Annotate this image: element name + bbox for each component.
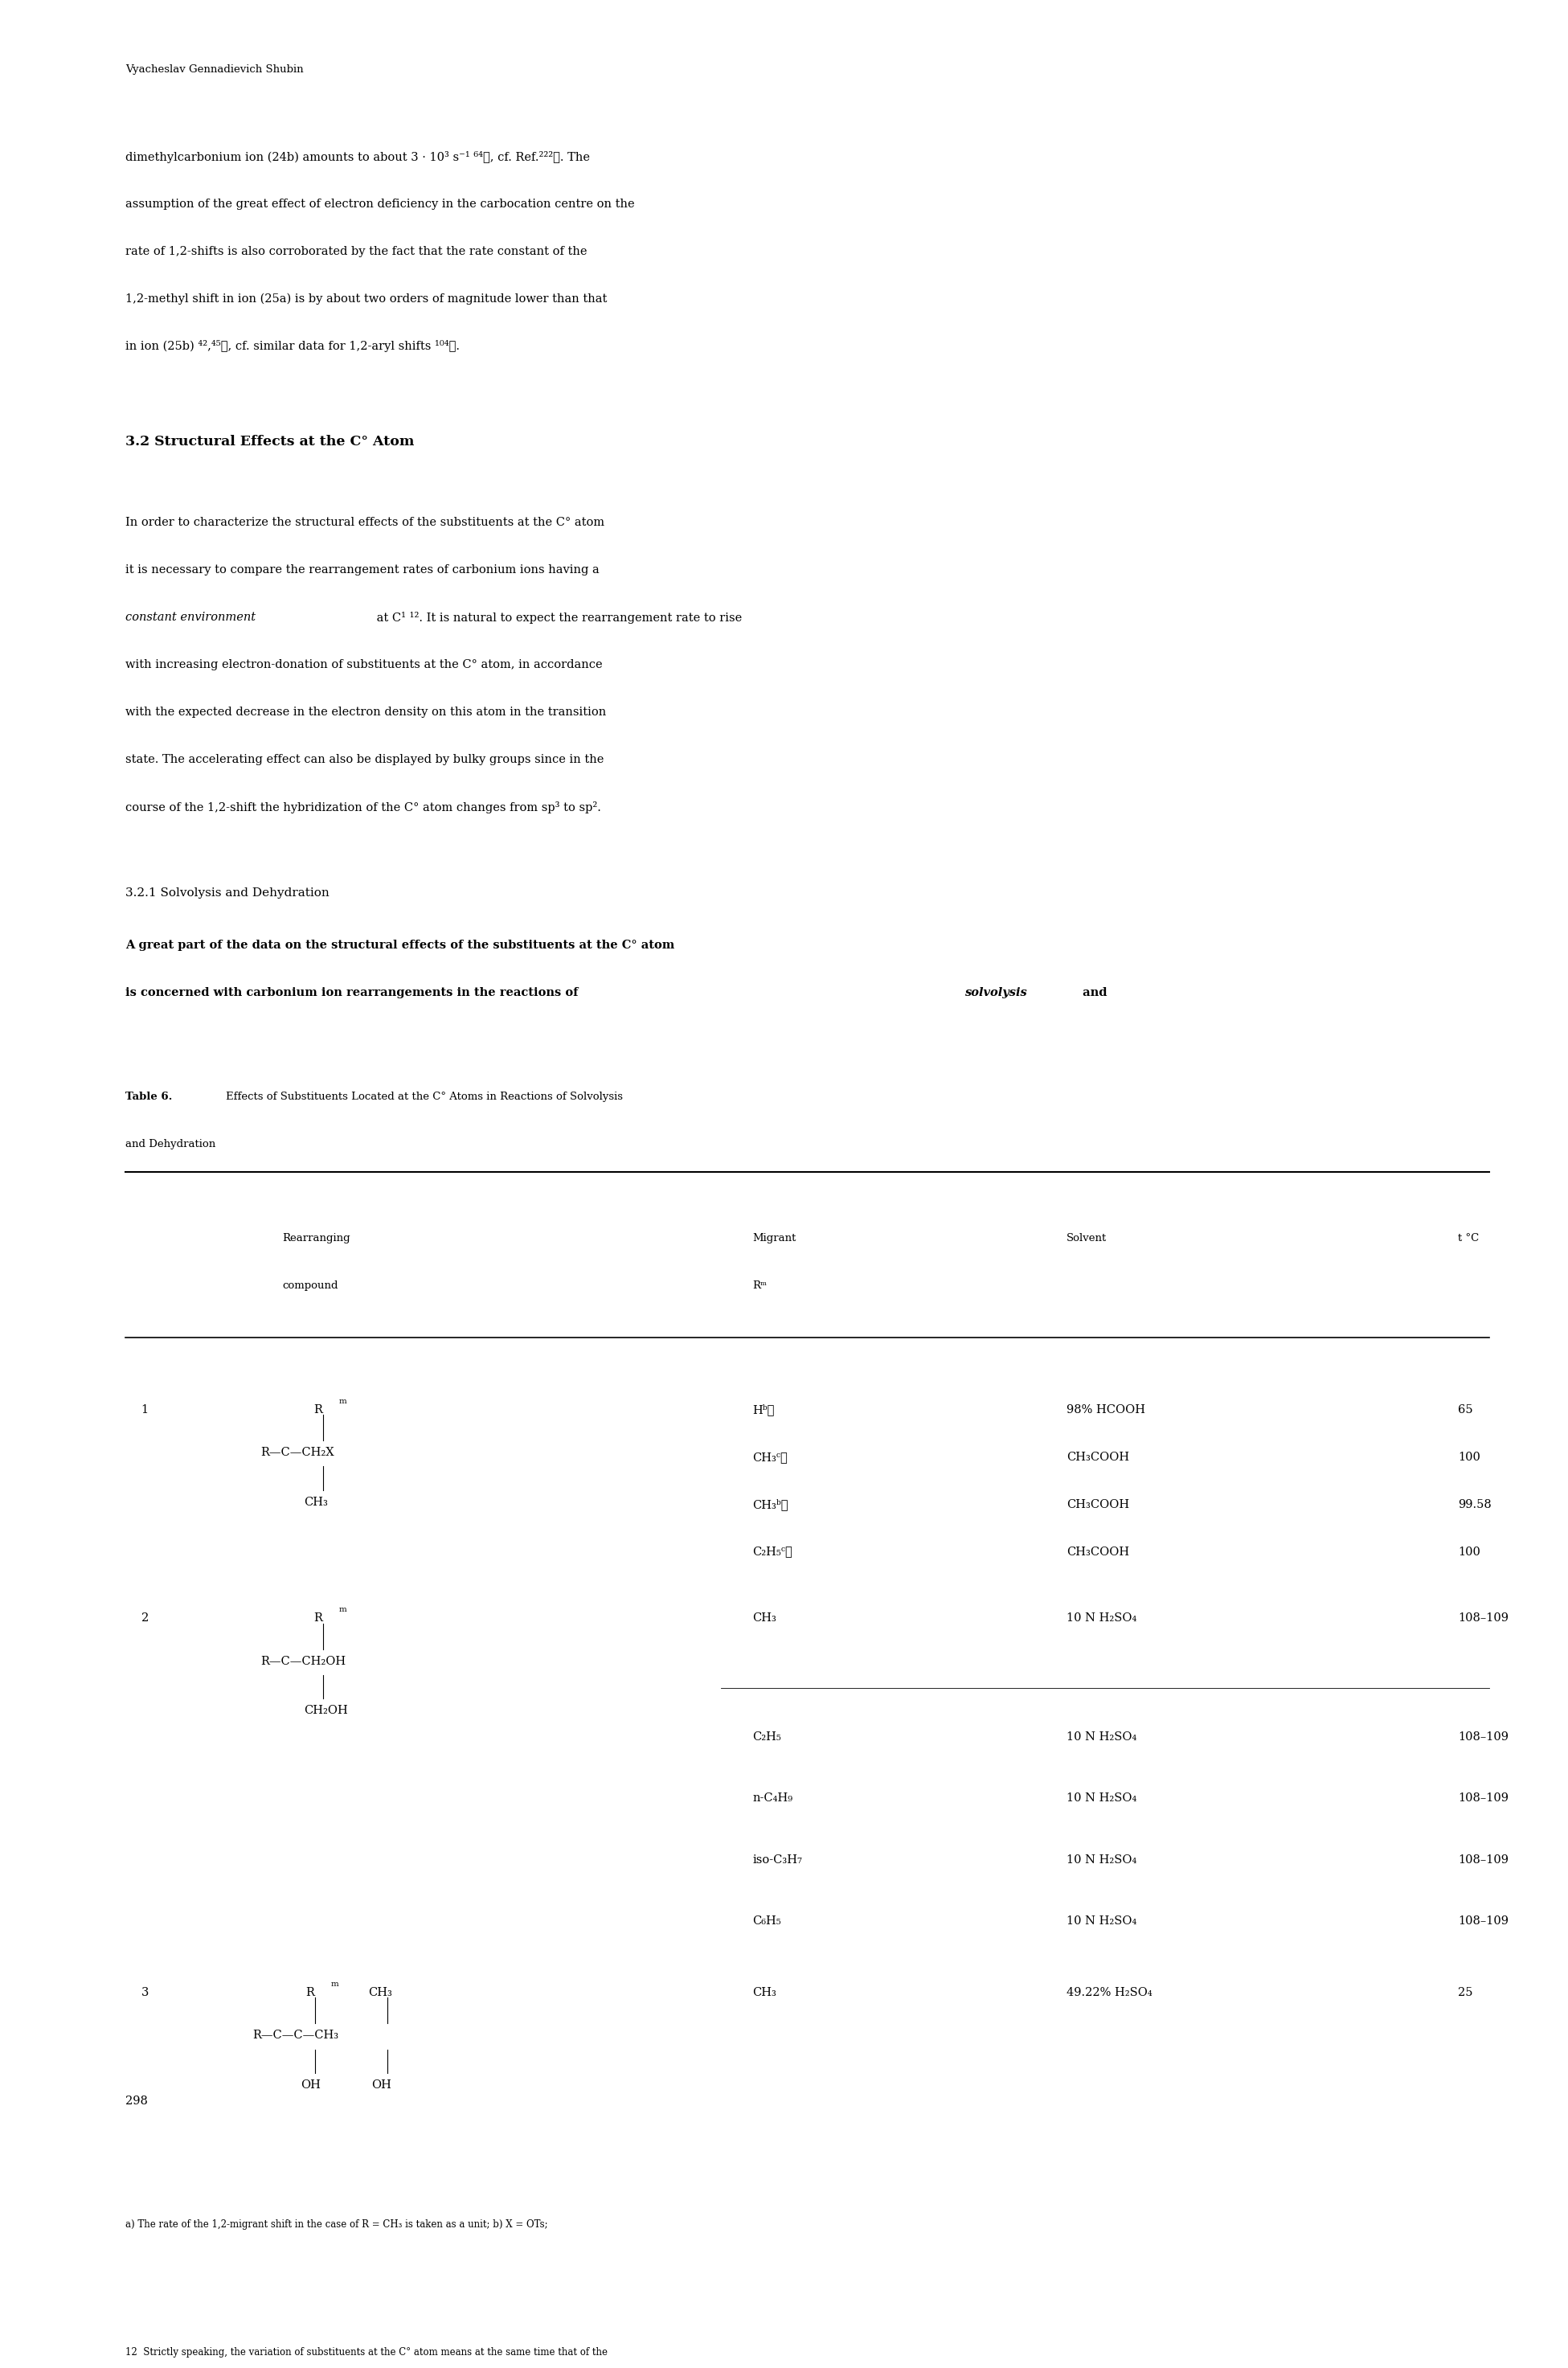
Text: iso-C₃H₇: iso-C₃H₇	[753, 1854, 803, 1866]
Text: course of the 1,2-shift the hybridization of the C° atom changes from sp³ to sp²: course of the 1,2-shift the hybridizatio…	[125, 800, 601, 812]
Text: OH: OH	[301, 2079, 321, 2091]
Text: R: R	[314, 1404, 323, 1416]
Text: Hᵇ⧩: Hᵇ⧩	[753, 1404, 775, 1416]
Text: assumption of the great effect of electron deficiency in the carbocation centre : assumption of the great effect of electr…	[125, 199, 635, 208]
Text: 108–109: 108–109	[1458, 1731, 1508, 1743]
Text: CH₃: CH₃	[368, 1987, 392, 1999]
Text: 10 N H₂SO₄: 10 N H₂SO₄	[1066, 1613, 1137, 1624]
Text: at C¹ ¹². It is natural to expect the rearrangement rate to rise: at C¹ ¹². It is natural to expect the re…	[373, 611, 742, 623]
Text: 2: 2	[141, 1613, 149, 1624]
Text: and Dehydration: and Dehydration	[125, 1139, 216, 1148]
Text: In order to characterize the structural effects of the substituents at the C° at: In order to characterize the structural …	[125, 516, 605, 528]
Text: dimethylcarbonium ion (24b) amounts to about 3 · 10³ s⁻¹ ⁶⁴⧩, cf. Ref.²²²⧩. The: dimethylcarbonium ion (24b) amounts to a…	[125, 152, 590, 163]
Text: constant environment: constant environment	[125, 611, 256, 623]
Text: n-C₄H₉: n-C₄H₉	[753, 1793, 793, 1804]
Text: compound: compound	[282, 1281, 339, 1291]
Text: 3.2 Structural Effects at the C° Atom: 3.2 Structural Effects at the C° Atom	[125, 436, 414, 450]
Text: it is necessary to compare the rearrangement rates of carbonium ions having a: it is necessary to compare the rearrange…	[125, 564, 599, 575]
Text: with the expected decrease in the electron density on this atom in the transitio: with the expected decrease in the electr…	[125, 706, 607, 718]
Text: solvolysis: solvolysis	[964, 987, 1027, 999]
Text: CH₂OH: CH₂OH	[304, 1705, 348, 1717]
Text: R—C—CH₂OH: R—C—CH₂OH	[260, 1655, 345, 1667]
Text: R: R	[314, 1613, 323, 1624]
Text: a) The rate of the 1,2-migrant shift in the case of R = CH₃ is taken as a unit; : a) The rate of the 1,2-migrant shift in …	[125, 2219, 547, 2231]
Text: 100: 100	[1458, 1546, 1480, 1558]
Text: and: and	[1079, 987, 1107, 999]
Text: m: m	[339, 1606, 347, 1613]
Text: CH₃COOH: CH₃COOH	[1066, 1499, 1129, 1511]
Text: 1: 1	[141, 1404, 149, 1416]
Text: Table 6.: Table 6.	[125, 1092, 172, 1101]
Text: CH₃COOH: CH₃COOH	[1066, 1546, 1129, 1558]
Text: 3.2.1 Solvolysis and Dehydration: 3.2.1 Solvolysis and Dehydration	[125, 888, 329, 900]
Text: is concerned with carbonium ion rearrangements in the reactions of: is concerned with carbonium ion rearrang…	[125, 987, 582, 999]
Text: 100: 100	[1458, 1452, 1480, 1463]
Text: C₂H₅: C₂H₅	[753, 1731, 781, 1743]
Text: 108–109: 108–109	[1458, 1854, 1508, 1866]
Text: 12  Strictly speaking, the variation of substituents at the C° atom means at the: 12 Strictly speaking, the variation of s…	[125, 2347, 608, 2359]
Text: OH: OH	[372, 2079, 392, 2091]
Text: Effects of Substituents Located at the C° Atoms in Reactions of Solvolysis: Effects of Substituents Located at the C…	[226, 1092, 622, 1101]
Text: 10 N H₂SO₄: 10 N H₂SO₄	[1066, 1793, 1137, 1804]
Text: 108–109: 108–109	[1458, 1793, 1508, 1804]
Text: 65: 65	[1458, 1404, 1474, 1416]
Text: rate of 1,2-shifts is also corroborated by the fact that the rate constant of th: rate of 1,2-shifts is also corroborated …	[125, 246, 586, 256]
Text: CH₃: CH₃	[753, 1987, 776, 1999]
Text: C₆H₅: C₆H₅	[753, 1916, 781, 1928]
Text: 10 N H₂SO₄: 10 N H₂SO₄	[1066, 1731, 1137, 1743]
Text: R—C—C—CH₃: R—C—C—CH₃	[252, 2029, 339, 2041]
Text: 25: 25	[1458, 1987, 1472, 1999]
Text: Vyacheslav Gennadievich Shubin: Vyacheslav Gennadievich Shubin	[125, 64, 304, 76]
Text: 98% HCOOH: 98% HCOOH	[1066, 1404, 1145, 1416]
Text: CH₃COOH: CH₃COOH	[1066, 1452, 1129, 1463]
Text: 1,2-methyl shift in ion (25a) is by about two orders of magnitude lower than tha: 1,2-methyl shift in ion (25a) is by abou…	[125, 294, 607, 305]
Text: A great part of the data on the structural effects of the substituents at the C°: A great part of the data on the structur…	[125, 940, 674, 952]
Text: Migrant: Migrant	[753, 1234, 797, 1243]
Text: CH₃ᶜ⧩: CH₃ᶜ⧩	[753, 1452, 787, 1463]
Text: 3: 3	[141, 1987, 149, 1999]
Text: 10 N H₂SO₄: 10 N H₂SO₄	[1066, 1854, 1137, 1866]
Text: 99.58: 99.58	[1458, 1499, 1491, 1511]
Text: R—C—CH₂X: R—C—CH₂X	[260, 1447, 334, 1459]
Text: Rearranging: Rearranging	[282, 1234, 350, 1243]
Text: 108–109: 108–109	[1458, 1916, 1508, 1928]
Text: 298: 298	[125, 2096, 147, 2108]
Text: m: m	[339, 1397, 347, 1404]
Text: m: m	[331, 1980, 339, 1987]
Text: Solvent: Solvent	[1066, 1234, 1107, 1243]
Text: CH₃: CH₃	[304, 1497, 328, 1508]
Text: Rᵐ: Rᵐ	[753, 1281, 767, 1291]
Text: CH₃ᵇ⧩: CH₃ᵇ⧩	[753, 1499, 789, 1511]
Text: 10 N H₂SO₄: 10 N H₂SO₄	[1066, 1916, 1137, 1928]
Text: t °C: t °C	[1458, 1234, 1479, 1243]
Text: with increasing electron-donation of substituents at the C° atom, in accordance: with increasing electron-donation of sub…	[125, 658, 602, 670]
Text: 49.22% H₂SO₄: 49.22% H₂SO₄	[1066, 1987, 1152, 1999]
Text: R: R	[306, 1987, 315, 1999]
Text: CH₃: CH₃	[753, 1613, 776, 1624]
Text: 108–109: 108–109	[1458, 1613, 1508, 1624]
Text: in ion (25b) ⁴²,⁴⁵⧩, cf. similar data for 1,2-aryl shifts ¹⁰⁴⧩.: in ion (25b) ⁴²,⁴⁵⧩, cf. similar data fo…	[125, 341, 459, 353]
Text: state. The accelerating effect can also be displayed by bulky groups since in th: state. The accelerating effect can also …	[125, 753, 604, 765]
Text: C₂H₅ᶜ⧩: C₂H₅ᶜ⧩	[753, 1546, 792, 1558]
